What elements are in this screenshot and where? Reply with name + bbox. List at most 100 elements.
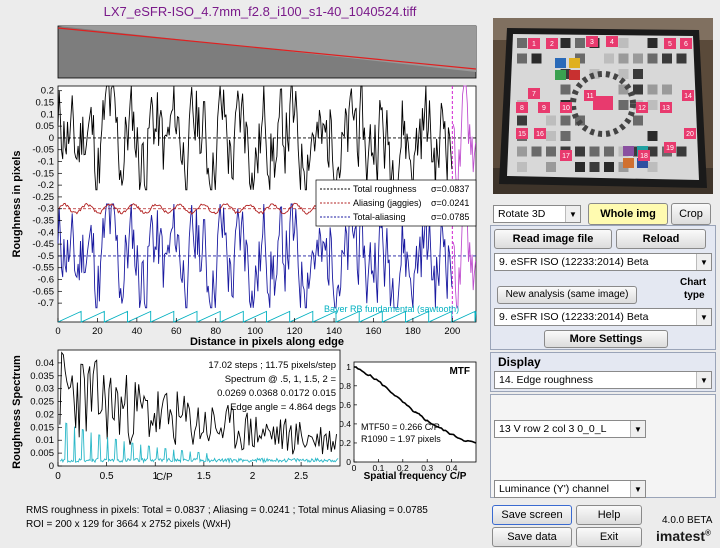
roi-marker-label: 1 — [532, 41, 536, 48]
color-patch — [637, 158, 648, 168]
color-patch — [555, 70, 566, 80]
display-label: Display — [498, 355, 541, 369]
ytick-label: -0.05 — [32, 145, 54, 156]
ytick-label: 0.15 — [36, 98, 55, 109]
summary-line-2: ROI = 200 x 129 for 3664 x 2752 pixels (… — [26, 519, 231, 530]
gray-patch — [676, 53, 687, 64]
series-total-roughness — [57, 85, 453, 191]
xtick-label: 160 — [366, 326, 382, 337]
gray-patch — [633, 69, 643, 79]
chevron-down-icon: ▼ — [696, 254, 711, 270]
roi-marker-label: 8 — [520, 105, 524, 112]
roi-marker — [528, 38, 540, 49]
roi-marker — [560, 150, 572, 161]
roi-marker — [638, 150, 650, 161]
ytick-label: -0.5 — [38, 251, 54, 262]
ytick-label: 0.03 — [36, 384, 55, 395]
gray-patch — [517, 38, 527, 48]
gray-patch — [604, 146, 614, 157]
chart-type-select-bottom[interactable]: 9. eSFR ISO (12233:2014) Beta ▼ — [494, 308, 712, 326]
gray-patch — [633, 84, 643, 95]
xtick-label: 80 — [210, 326, 221, 337]
gray-patch — [546, 146, 556, 157]
roi-marker-label: 20 — [686, 131, 694, 138]
chart-type-select-top[interactable]: 9. eSFR ISO (12233:2014) Beta ▼ — [494, 253, 712, 271]
xtick-label: 180 — [405, 326, 421, 337]
rotate-select[interactable]: Rotate 3D ▼ — [493, 205, 581, 223]
roi-marker — [682, 90, 694, 101]
roi-select[interactable]: 13 V row 2 col 3 0_0_L ▼ — [494, 420, 646, 438]
gray-patch — [676, 146, 687, 157]
xtick-label: 200 — [444, 326, 460, 337]
ytick-label: 0.4 — [340, 419, 351, 429]
ytick-label: 0.04 — [36, 358, 55, 369]
color-patch — [623, 158, 634, 168]
roi-marker — [516, 128, 528, 139]
save-screen-button[interactable]: Save screen — [492, 505, 572, 525]
roi-marker — [534, 128, 546, 139]
gray-patch — [517, 162, 527, 172]
ytick-label: 0.1 — [41, 109, 54, 120]
gray-patch — [618, 53, 629, 64]
gray-patch — [560, 84, 571, 95]
whole-img-button[interactable]: Whole img — [588, 203, 668, 225]
ytick-label: -0.6 — [38, 275, 54, 286]
roi-marker-label: 12 — [638, 105, 646, 112]
ytick-label: 0 — [49, 461, 54, 472]
display-select[interactable]: 14. Edge roughness ▼ — [494, 371, 712, 389]
xtick-label: 0.1 — [372, 463, 384, 473]
ytick-label: 0.015 — [30, 422, 54, 433]
version-label: 4.0.0 BETA — [662, 515, 713, 526]
ytick-label: -0.45 — [32, 239, 54, 250]
roi-marker-label: 3 — [590, 39, 594, 46]
more-settings-button[interactable]: More Settings — [544, 330, 668, 348]
gray-patch — [589, 146, 600, 157]
xtick-label: 60 — [171, 326, 182, 337]
ytick-label: -0.55 — [32, 263, 54, 274]
spectrum-info-3: 0.0269 0.0368 0.0172 0.015 — [217, 388, 336, 399]
gray-patch — [531, 53, 542, 64]
roi-marker-label: 19 — [666, 145, 674, 152]
gray-patch — [647, 100, 658, 110]
channel-select[interactable]: Luminance (Y') channel ▼ — [494, 480, 646, 498]
gray-patch — [517, 115, 527, 126]
legend-total-sigma: σ=0.0837 — [431, 184, 469, 194]
legend-aliasing-sigma: σ=0.0241 — [431, 198, 469, 208]
read-image-button[interactable]: Read image file — [494, 229, 612, 249]
ytick-label: 0.6 — [340, 400, 351, 410]
xtick-label: 2 — [250, 471, 256, 482]
roi-marker-label: 5 — [668, 41, 672, 48]
gray-patch — [618, 84, 629, 95]
gray-patch — [560, 38, 571, 48]
chart-type-label-1: Chart — [680, 277, 707, 288]
gray-patch — [647, 162, 658, 172]
bayer-label: Bayer RB fundamental (sawtooth) — [324, 304, 459, 314]
crop-button[interactable]: Crop — [671, 203, 711, 225]
save-data-button[interactable]: Save data — [492, 527, 572, 547]
gray-patch — [647, 146, 658, 157]
xtick-label: 0 — [352, 463, 357, 473]
roi-marker-label: 11 — [586, 93, 593, 100]
mtf50-text: MTF50 = 0.266 C/P — [361, 422, 440, 432]
xtick-label: 100 — [247, 326, 263, 337]
roi-marker — [680, 38, 692, 49]
help-button[interactable]: Help — [576, 505, 642, 525]
roi-marker-label: 14 — [684, 93, 692, 100]
series-total-aliasing — [57, 203, 453, 309]
spectrum-info-2: Spectrum @ .5, 1, 1.5, 2 = — [225, 374, 337, 385]
roi-marker — [664, 142, 676, 153]
ytick-label: 0 — [49, 133, 54, 144]
plot-title: LX7_eSFR-ISO_4.7mm_f2.8_i100_s1-40_10405… — [103, 4, 417, 19]
gray-patch — [546, 162, 556, 172]
roi-marker-label: 18 — [640, 153, 648, 160]
mtf-xlabel: Spatial frequency C/P — [364, 471, 467, 482]
chevron-down-icon: ▼ — [565, 206, 580, 222]
chart-type-label-2: type — [684, 290, 705, 301]
exit-button[interactable]: Exit — [576, 527, 642, 547]
reload-button[interactable]: Reload — [616, 229, 706, 249]
imatest-logo: imatest® — [656, 528, 711, 544]
xtick-label: 0.4 — [446, 463, 458, 473]
gray-patch — [546, 115, 556, 126]
new-analysis-button[interactable]: New analysis (same image) — [497, 286, 637, 304]
